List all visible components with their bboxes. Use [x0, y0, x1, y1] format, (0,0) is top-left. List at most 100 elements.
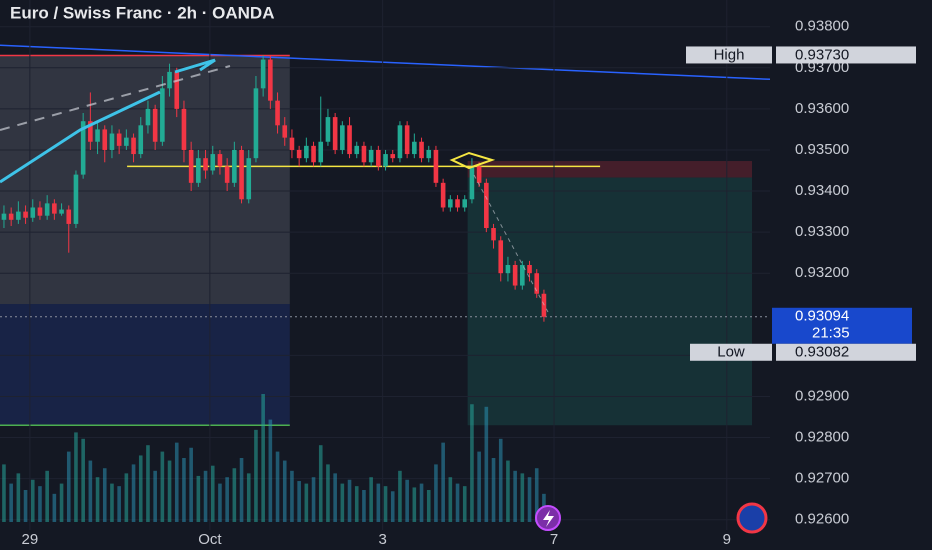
candle-body [419, 141, 424, 159]
volume-bar [434, 464, 438, 522]
volume-bar [81, 438, 85, 522]
y-tick-label: 0.92800 [795, 429, 849, 446]
volume-bar [318, 445, 323, 522]
volume-bar [16, 473, 21, 522]
candle-body [476, 166, 482, 183]
x-tick-label: 9 [723, 531, 731, 548]
volume-bar [441, 442, 445, 522]
candle-body [246, 158, 252, 200]
candle-body [196, 158, 201, 183]
volume-bar [534, 468, 539, 522]
candle-body [512, 265, 518, 286]
candle-body [102, 129, 108, 150]
volume-bar [484, 406, 489, 522]
dashed-path [473, 174, 549, 313]
x-tick-label: 3 [378, 531, 386, 548]
volume-bar [189, 447, 193, 522]
candle-body [404, 125, 410, 155]
low-label: Low [717, 344, 745, 361]
candle-body [462, 199, 468, 208]
volume-bar [311, 477, 316, 522]
candle-body [138, 125, 144, 155]
volume-bar [419, 483, 424, 522]
x-tick-label: 29 [22, 531, 39, 548]
lightning [543, 510, 554, 527]
flag-icon[interactable] [736, 502, 768, 534]
candle-body [325, 117, 331, 142]
candle-body [160, 88, 165, 142]
candle-body [354, 145, 360, 155]
candle-body [275, 100, 280, 126]
volume-bar [261, 394, 265, 522]
low-value-badge [776, 343, 916, 361]
volume-bar [347, 479, 352, 522]
y-tick-label: 0.93300 [795, 223, 849, 240]
volume-bar [45, 470, 49, 522]
volume-bar [462, 486, 467, 522]
price-axis: 0.938000.937000.936000.935000.934000.933… [22, 18, 916, 548]
volume-bar [513, 470, 517, 522]
candle-body [361, 145, 367, 163]
candle-body [95, 129, 100, 142]
y-tick-label: 0.92900 [795, 387, 849, 404]
trend-line [0, 44, 771, 81]
volume-bar [146, 445, 150, 522]
candle-body [44, 203, 50, 216]
y-tick-label: 0.93400 [795, 182, 849, 199]
x-tick-label: 7 [550, 531, 558, 548]
candle-body [109, 133, 115, 150]
volume-bar [506, 460, 510, 522]
candle-body [188, 149, 194, 183]
volume-bar [66, 451, 71, 522]
candle-body [397, 125, 403, 159]
candle-body [80, 121, 86, 175]
candle-body [383, 154, 388, 167]
volume-bar [196, 475, 201, 522]
zone [0, 55, 290, 305]
volume-bar [282, 460, 287, 522]
candle-body [440, 182, 446, 208]
candle-body [260, 59, 266, 89]
zone [467, 177, 753, 426]
candle-body [181, 108, 187, 150]
volume-bar [290, 470, 294, 522]
volume-bar [2, 464, 6, 522]
volume-bar [225, 477, 229, 522]
volume-bar [117, 486, 121, 522]
volume-bar [369, 477, 373, 522]
volume-bar [182, 458, 186, 522]
y-tick-label: 0.92600 [795, 511, 849, 528]
candle-body [347, 125, 352, 155]
volume-bar [354, 486, 359, 522]
high-value-badge [776, 46, 916, 64]
candle-body [8, 213, 14, 220]
candle-body [340, 125, 345, 150]
zone [0, 304, 290, 426]
volume-bar [239, 458, 244, 522]
volume-bar [448, 477, 453, 522]
candle-body [145, 108, 151, 126]
candle-body [217, 154, 223, 167]
candle-body [88, 121, 93, 142]
candle-body [116, 133, 122, 146]
candle-body [505, 265, 511, 274]
candle-body [167, 71, 172, 89]
volume-bar [131, 464, 136, 522]
candle-body [296, 149, 302, 159]
volume-bar [455, 483, 460, 522]
volume-bar [167, 460, 172, 522]
decorations [0, 58, 768, 534]
volume-bar [398, 470, 402, 522]
volume-bar [174, 442, 179, 522]
chart-title: Euro / Swiss Franc · 2h · OANDA [10, 3, 275, 22]
y-tick-label: 0.92700 [795, 470, 849, 487]
volume-bar [38, 486, 42, 522]
y-tick-label: 0.93600 [795, 100, 849, 117]
volume-bar [232, 468, 237, 522]
volume-bar [333, 473, 337, 522]
volume-bar [470, 404, 474, 522]
candle-body [232, 149, 237, 183]
candle-body [426, 149, 432, 159]
dashed-path [0, 65, 231, 131]
high-label: High [714, 46, 745, 63]
